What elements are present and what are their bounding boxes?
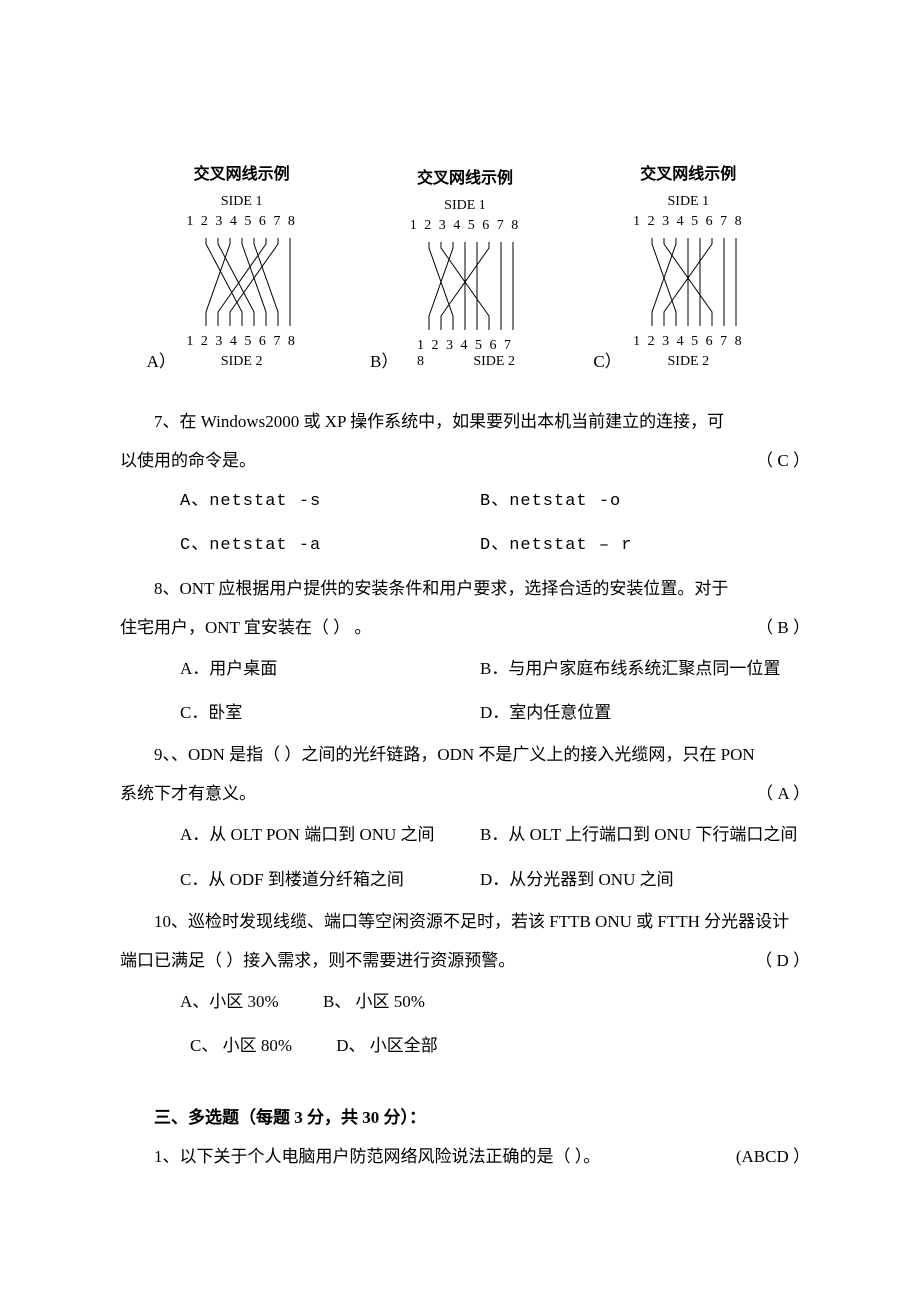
diagram-a-title: 交叉网线示例 (194, 160, 290, 184)
q9-optB: B．从 OLT 上行端口到 ONU 下行端口之间 (480, 813, 810, 857)
q9-optD: D．从分光器到 ONU 之间 (480, 858, 810, 902)
q8-optC: C．卧室 (180, 691, 480, 735)
mq1-text: 1、以下关于个人电脑用户防范网络风险说法正确的是（ ）。 (154, 1147, 600, 1166)
q10-options-row2: C、 小区 80% D、 小区全部 (120, 1024, 810, 1068)
diagram-c-label: C） (593, 347, 621, 372)
q9-optA: A．从 OLT PON 端口到 ONU 之间 (180, 813, 480, 857)
diagram-b-pins-top: 1 2 3 4 5 6 7 8 (410, 218, 521, 234)
diagram-b-title: 交叉网线示例 (417, 164, 513, 188)
mq1-line: 1、以下关于个人电脑用户防范网络风险说法正确的是（ ）。 (ABCD ） (120, 1137, 810, 1176)
diagram-a-svg (182, 232, 302, 332)
q9-options-row1: A．从 OLT PON 端口到 ONU 之间 B．从 OLT 上行端口到 ONU… (120, 813, 810, 857)
q10-optD: D、 小区全部 (336, 1024, 438, 1068)
q7-options-row1: A、netstat -s B、netstat -o (120, 480, 810, 524)
diagram-a: A） 交叉网线示例 SIDE 1 1 2 3 4 5 6 7 8 1 2 3 4… (182, 160, 302, 372)
q9-line2-text: 系统下才有意义。 (120, 784, 256, 803)
q9-optC: C．从 ODF 到楼道分纤箱之间 (180, 858, 480, 902)
q10-answer: （ D ） (755, 941, 810, 980)
q7-line2-text: 以使用的命令是。 (120, 451, 256, 470)
q8-line2-text: 住宅用户，ONT 宜安装在（ ） 。 (120, 618, 371, 637)
diagram-a-pins-top: 1 2 3 4 5 6 7 8 (186, 214, 297, 230)
q7-optD: D、netstat – r (480, 524, 810, 568)
q7-line2: 以使用的命令是。 （ C ） (120, 441, 810, 480)
q10-options-row1: A、小区 30% B、 小区 50% (120, 980, 810, 1024)
q8-optA: A．用户桌面 (180, 647, 480, 691)
q7-optC: C、netstat -a (180, 524, 480, 568)
q7-optA: A、netstat -s (180, 480, 480, 524)
diagram-c-title: 交叉网线示例 (640, 160, 736, 184)
q10-optA: A、小区 30% (180, 980, 279, 1024)
q7-optB: B、netstat -o (480, 480, 810, 524)
diagram-b-label: B） (370, 347, 398, 372)
diagram-a-pins-bot: 1 2 3 4 5 6 7 8 (186, 334, 297, 350)
q10-line2: 端口已满足（ ）接入需求，则不需要进行资源预警。 （ D ） (120, 941, 810, 980)
mq1-answer: (ABCD ） (702, 1137, 810, 1176)
diagram-c-side2: SIDE 2 (668, 354, 710, 370)
diagram-b-side2: SIDE 2 (473, 354, 515, 370)
q7-options-row2: C、netstat -a D、netstat – r (120, 524, 810, 568)
q8-options-row1: A．用户桌面 B．与用户家庭布线系统汇聚点同一位置 (120, 647, 810, 691)
q10-line1: 10、巡检时发现线缆、端口等空闲资源不足时，若该 FTTB ONU 或 FTTH… (120, 902, 810, 941)
q10-line2-text: 端口已满足（ ）接入需求，则不需要进行资源预警。 (120, 951, 515, 970)
diagram-a-side1: SIDE 1 (221, 194, 263, 210)
q8-line2: 住宅用户，ONT 宜安装在（ ） 。 （ B ） (120, 608, 810, 647)
diagram-c-pins-bot: 1 2 3 4 5 6 7 8 (633, 334, 744, 350)
q8-answer: （ B ） (756, 608, 810, 647)
diagram-c: C） 交叉网线示例 SIDE 1 1 2 3 4 5 6 7 8 1 2 3 4… (628, 160, 748, 372)
section3-title: 三、多选题（每题 3 分，共 30 分）： (120, 1098, 810, 1137)
q9-options-row2: C．从 ODF 到楼道分纤箱之间 D．从分光器到 ONU 之间 (120, 858, 810, 902)
diagram-b: B） 交叉网线示例 SIDE 1 1 2 3 4 5 6 7 8 1 2 3 4… (405, 164, 525, 372)
diagram-a-side2: SIDE 2 (221, 354, 263, 370)
q9-line2: 系统下才有意义。 （ A ） (120, 774, 810, 813)
q8-optB: B．与用户家庭布线系统汇聚点同一位置 (480, 647, 810, 691)
diagram-c-side1: SIDE 1 (668, 194, 710, 210)
q9-line1: 9、、ODN 是指（ ）之间的光纤链路，ODN 不是广义上的接入光缆网，只在 P… (120, 735, 810, 774)
q10-optC: C、 小区 80% (190, 1024, 292, 1068)
diagrams-row: A） 交叉网线示例 SIDE 1 1 2 3 4 5 6 7 8 1 2 3 4… (120, 160, 810, 372)
q7-line1: 7、在 Windows2000 或 XP 操作系统中，如果要列出本机当前建立的连… (120, 402, 810, 441)
q7-answer: （ C ） (756, 441, 810, 480)
q9-answer: （ A ） (756, 774, 810, 813)
diagram-a-label: A） (147, 347, 176, 372)
q8-options-row2: C．卧室 D．室内任意位置 (120, 691, 810, 735)
diagram-c-svg (628, 232, 748, 332)
q10-optB: B、 小区 50% (323, 980, 425, 1024)
q8-optD: D．室内任意位置 (480, 691, 810, 735)
diagram-b-svg (405, 236, 525, 336)
q8-line1: 8、ONT 应根据用户提供的安装条件和用户要求，选择合适的安装位置。对于 (120, 569, 810, 608)
diagram-c-pins-top: 1 2 3 4 5 6 7 8 (633, 214, 744, 230)
diagram-b-side1: SIDE 1 (444, 198, 486, 214)
